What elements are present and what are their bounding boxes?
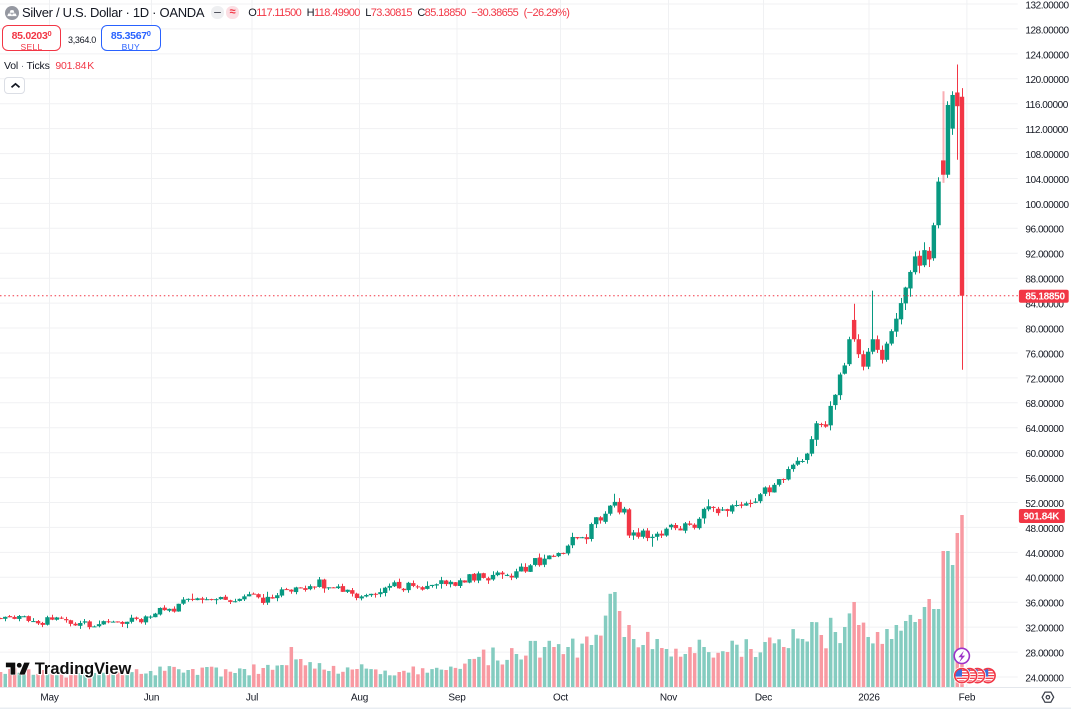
svg-text:Jun: Jun: [144, 693, 160, 704]
svg-text:TradingView: TradingView: [35, 660, 132, 678]
svg-text:Sep: Sep: [448, 693, 466, 704]
svg-text:Nov: Nov: [660, 693, 677, 704]
svg-text:901.84K: 901.84K: [1024, 511, 1061, 522]
svg-text:28.00000: 28.00000: [1025, 649, 1064, 660]
svg-text:32.00000: 32.00000: [1025, 624, 1064, 635]
svg-text:128.00000: 128.00000: [1025, 25, 1069, 36]
svg-text:85.18850: 85.18850: [1025, 292, 1065, 303]
svg-text:132.00000: 132.00000: [1025, 0, 1069, 11]
svg-text:100.00000: 100.00000: [1025, 200, 1069, 211]
svg-text:92.00000: 92.00000: [1025, 250, 1064, 261]
svg-text:84.00000: 84.00000: [1025, 300, 1064, 311]
svg-text:124.00000: 124.00000: [1025, 50, 1069, 61]
svg-text:80.00000: 80.00000: [1025, 324, 1064, 335]
svg-text:108.00000: 108.00000: [1025, 150, 1069, 161]
svg-text:64.00000: 64.00000: [1025, 424, 1064, 435]
svg-text:112.00000: 112.00000: [1025, 125, 1068, 136]
svg-text:Feb: Feb: [959, 693, 976, 704]
svg-text:24.00000: 24.00000: [1025, 673, 1064, 684]
svg-text:May: May: [40, 693, 58, 704]
svg-text:72.00000: 72.00000: [1025, 374, 1064, 385]
svg-text:120.00000: 120.00000: [1025, 75, 1069, 86]
svg-text:44.00000: 44.00000: [1025, 549, 1064, 560]
svg-text:104.00000: 104.00000: [1025, 175, 1069, 186]
svg-text:76.00000: 76.00000: [1025, 349, 1064, 360]
svg-text:Jul: Jul: [246, 693, 258, 704]
svg-text:Dec: Dec: [755, 693, 772, 704]
svg-text:60.00000: 60.00000: [1025, 449, 1064, 460]
svg-text:40.00000: 40.00000: [1025, 574, 1064, 585]
svg-text:88.00000: 88.00000: [1025, 275, 1064, 286]
svg-text:52.00000: 52.00000: [1025, 499, 1064, 510]
svg-text:Aug: Aug: [351, 693, 368, 704]
svg-text:2026: 2026: [858, 693, 880, 704]
svg-text:36.00000: 36.00000: [1025, 599, 1064, 610]
svg-text:56.00000: 56.00000: [1025, 474, 1064, 485]
svg-text:68.00000: 68.00000: [1025, 399, 1064, 410]
svg-text:96.00000: 96.00000: [1025, 225, 1064, 236]
svg-text:116.00000: 116.00000: [1025, 100, 1068, 111]
svg-text:Oct: Oct: [553, 693, 568, 704]
svg-text:48.00000: 48.00000: [1025, 524, 1064, 535]
